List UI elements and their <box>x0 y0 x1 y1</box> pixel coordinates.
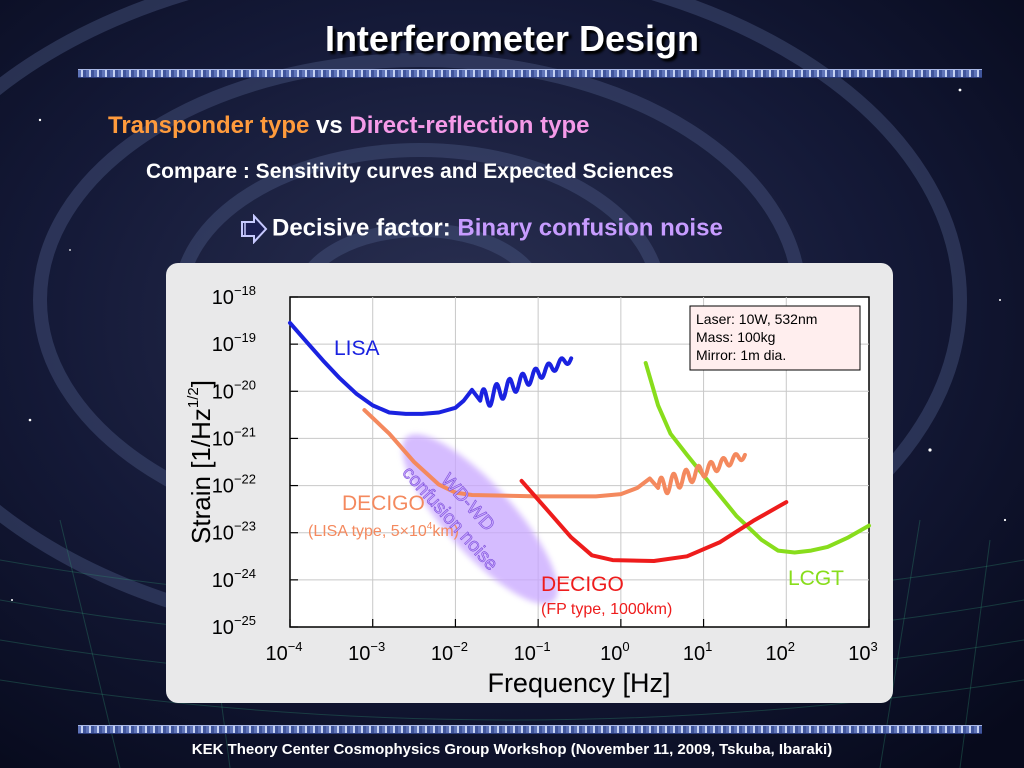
x-tick-label: 10−2 <box>431 639 468 665</box>
series-line-lcgt <box>643 361 871 555</box>
y-tick-label: 10−23 <box>212 519 256 545</box>
x-tick-label: 10−3 <box>348 639 385 665</box>
wd-wd-confusion-region <box>402 434 558 604</box>
info-box: Laser: 10W, 532nm Mass: 100kg Mirror: 1m… <box>689 305 861 371</box>
series-line-decigo-fp <box>519 478 789 563</box>
series-line-decigo-lisa-type <box>362 408 747 499</box>
info-box-line-1: Laser: 10W, 532nm <box>696 311 817 327</box>
bottom-divider <box>78 725 982 734</box>
transponder-type-text: Transponder type <box>108 112 310 139</box>
y-axis-label-main: Strain [1/Hz <box>186 408 216 544</box>
y-tick-label: 10−18 <box>212 283 256 309</box>
decisive-factor-value: Binary confusion noise <box>457 214 723 242</box>
footer-text: KEK Theory Center Cosmophysics Group Wor… <box>191 741 833 758</box>
x-axis-label: Frequency [Hz] <box>487 668 670 698</box>
slide-title: Interferometer Design <box>324 18 700 59</box>
decisive-factor-line: Decisive factor: Binary confusion noise <box>240 214 723 244</box>
y-axis-label-end: ] <box>186 380 216 387</box>
svg-text:Strain [1/Hz1/2]: Strain [1/Hz1/2] <box>185 380 216 544</box>
decigo-fp-label: DECIGO <box>541 573 624 596</box>
y-axis-label-sup: 1/2 <box>185 387 202 408</box>
y-tick-label: 10−24 <box>212 566 256 592</box>
vs-text: vs <box>309 112 350 139</box>
series-line-lisa <box>288 320 574 416</box>
compare-subheading: Compare : Sensitivity curves and Expecte… <box>146 160 674 183</box>
y-axis-label: Strain [1/Hz1/2] <box>185 380 216 544</box>
y-tick-label: 10−21 <box>212 424 256 450</box>
lcgt-label: LCGT <box>788 567 844 590</box>
direct-reflection-type-text: Direct-reflection type <box>349 112 590 139</box>
y-tick-label: 10−20 <box>212 377 256 403</box>
y-tick-labels: 10−18 10−19 10−20 10−21 10−22 10−23 10−24 10−25 <box>212 283 256 639</box>
sensitivity-chart: 10−4 10−3 10−2 10−1 100 101 102 103 10−1810−191… <box>185 283 878 698</box>
x-tick-label: 10−4 <box>265 639 302 665</box>
y-tick-label: 10−22 <box>212 472 256 498</box>
info-box-line-3: Mirror: 1m dia. <box>696 347 786 363</box>
arrow-right-icon <box>241 214 268 244</box>
decisive-factor-label: Decisive factor: <box>272 214 458 242</box>
decigo-fp-sublabel: (FP type, 1000km) <box>541 601 672 618</box>
x-tick-label: 100 <box>600 639 629 665</box>
top-divider <box>78 69 982 78</box>
x-tick-label: 101 <box>683 639 712 665</box>
decigo-lisa-type-label: DECIGO <box>342 492 425 515</box>
y-tick-label: 10−19 <box>212 330 256 356</box>
x-tick-labels: 10−4 10−3 10−2 10−1 100 101 102 103 <box>265 639 877 665</box>
info-box-line-2: Mass: 100kg <box>696 329 775 345</box>
x-tick-label: 10−1 <box>514 639 551 665</box>
decigo-lisa-type-sublabel: (LISA type, 5×104km) <box>308 521 459 540</box>
x-tick-label: 102 <box>766 639 795 665</box>
lisa-label: LISA <box>334 337 380 360</box>
series-layer <box>288 320 871 563</box>
y-tick-label: 10−25 <box>212 613 256 639</box>
x-tick-label: 103 <box>848 639 877 665</box>
comparison-heading: Transponder type vs Direct-reflection ty… <box>108 112 589 140</box>
